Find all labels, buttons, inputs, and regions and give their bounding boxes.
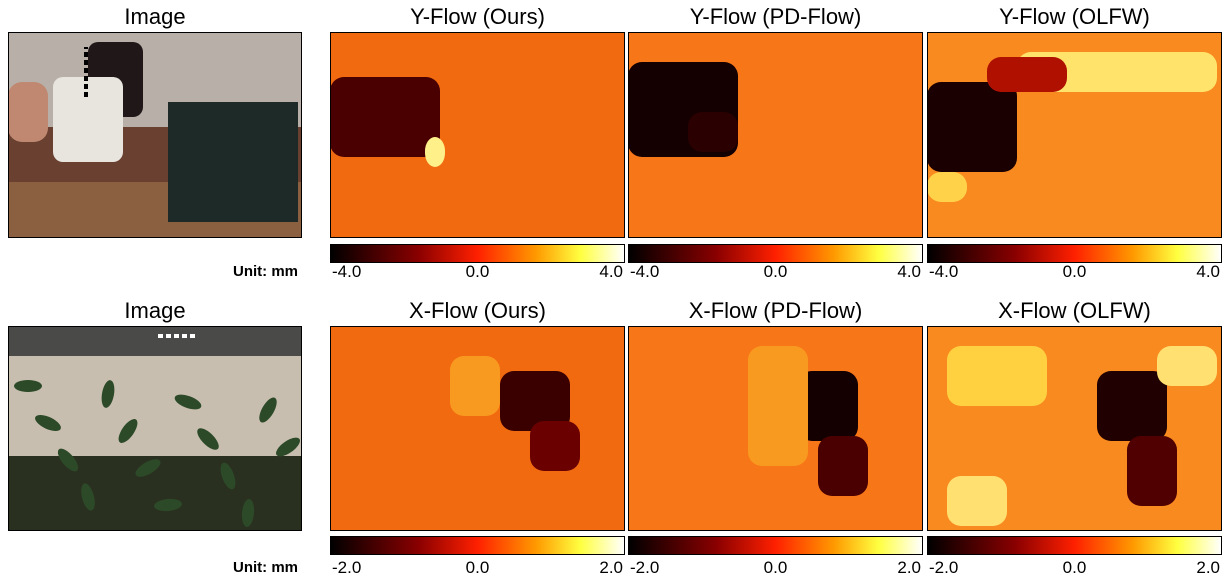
shape	[53, 77, 123, 162]
shape	[8, 326, 302, 531]
shape	[35, 414, 61, 432]
flow-map	[927, 32, 1222, 238]
unit-label: Unit: mm	[233, 263, 298, 280]
shape	[8, 82, 48, 142]
shape	[330, 77, 440, 157]
shape	[927, 32, 1222, 238]
scale-label: 0.0	[1062, 558, 1087, 577]
shape	[135, 459, 161, 477]
scale-label: -2.0	[630, 558, 660, 577]
shape	[1097, 371, 1167, 441]
photo	[8, 32, 302, 238]
shape	[987, 57, 1067, 92]
photo	[8, 326, 302, 531]
colorbar	[330, 536, 625, 555]
shape	[8, 32, 302, 238]
shape	[628, 326, 923, 531]
shape	[259, 397, 277, 423]
image-title: Image	[124, 4, 186, 29]
shape	[330, 326, 625, 531]
flow-map	[927, 326, 1222, 531]
shape	[927, 536, 1222, 555]
panel-title: Y-Flow (Ours)	[410, 4, 545, 29]
shape	[628, 536, 923, 555]
scale-label: -4.0	[332, 262, 362, 281]
shape	[947, 346, 1047, 406]
unit-label: Unit: mm	[233, 559, 298, 576]
shape	[154, 498, 182, 512]
scale-label: 0.0	[763, 262, 788, 281]
colorbar	[330, 244, 625, 263]
shape	[798, 371, 858, 441]
shape	[425, 137, 445, 167]
shape	[947, 476, 1007, 526]
shape	[330, 536, 625, 555]
panel-title: Y-Flow (OLFW)	[999, 4, 1150, 29]
shape	[330, 32, 625, 238]
scale-label: 0.0	[763, 558, 788, 577]
shape	[168, 102, 298, 222]
image-title: Image	[124, 298, 186, 323]
shape	[14, 380, 42, 392]
shape	[118, 419, 138, 443]
scale-label: 0.0	[1062, 262, 1087, 281]
scale-label: -4.0	[630, 262, 660, 281]
shape	[688, 112, 738, 152]
shape	[1127, 436, 1177, 506]
colorbar	[927, 536, 1222, 555]
shape	[628, 32, 923, 238]
scale-label: 4.0	[897, 262, 921, 281]
flow-map	[330, 326, 625, 531]
shape	[81, 483, 95, 511]
scale-label: 0.0	[465, 262, 490, 281]
shape	[927, 244, 1222, 263]
shape	[197, 428, 219, 450]
scale-label: 4.0	[599, 262, 623, 281]
shape	[57, 448, 79, 472]
shape	[450, 356, 500, 416]
shape	[628, 244, 923, 263]
shape	[1157, 346, 1217, 386]
panel-title: X-Flow (PD-Flow)	[688, 298, 863, 323]
colorbar	[628, 536, 923, 555]
shape	[500, 371, 570, 431]
shape	[101, 380, 115, 408]
shape	[927, 82, 1017, 172]
flow-map	[628, 32, 923, 238]
scale-label: -2.0	[332, 558, 362, 577]
flow-map	[330, 32, 625, 238]
scale-label: 2.0	[1196, 558, 1220, 577]
shape	[748, 346, 808, 466]
panel-title: Y-Flow (PD-Flow)	[689, 4, 862, 29]
shape	[530, 421, 580, 471]
shape	[818, 436, 868, 496]
scale-label: 0.0	[465, 558, 490, 577]
shape	[174, 394, 202, 410]
colorbar	[628, 244, 923, 263]
colorbar	[927, 244, 1222, 263]
shape	[927, 172, 967, 202]
panel-title: X-Flow (OLFW)	[998, 298, 1151, 323]
shape	[276, 437, 300, 457]
scale-label: 4.0	[1196, 262, 1220, 281]
scale-label: 2.0	[897, 558, 921, 577]
flow-map	[628, 326, 923, 531]
scale-label: 2.0	[599, 558, 623, 577]
shape	[220, 462, 236, 490]
scale-label: -2.0	[929, 558, 959, 577]
shape	[330, 244, 625, 263]
shape	[1017, 52, 1217, 92]
scale-label: -4.0	[929, 262, 959, 281]
shape	[241, 499, 255, 527]
panel-title: X-Flow (Ours)	[409, 298, 546, 323]
shape	[927, 326, 1222, 531]
shape	[8, 356, 302, 456]
